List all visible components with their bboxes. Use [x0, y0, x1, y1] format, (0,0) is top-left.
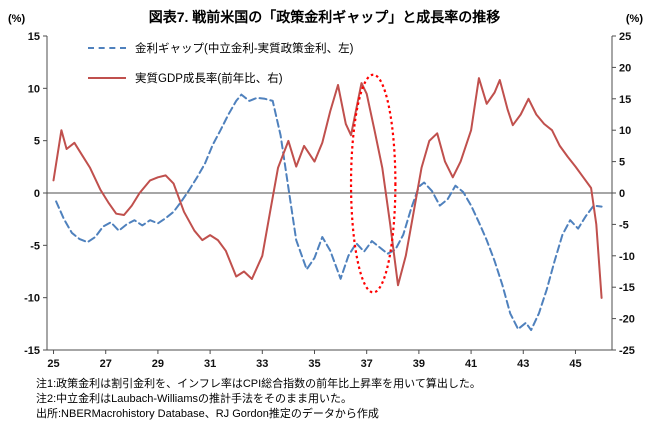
right-axis-tick-label: -20 — [619, 314, 635, 326]
left-axis-tick-label: 5 — [34, 136, 40, 148]
legend: 金利ギャップ(中立金利-実質政策金利、左) 実質GDP成長率(前年比、右) — [88, 40, 354, 100]
footnote-2: 注2:中立金利はLaubach-Williamsの推計手法をそのまま用いた。 — [36, 393, 352, 405]
x-axis-tick-label: 29 — [152, 358, 164, 370]
left-axis-tick-label: -10 — [24, 293, 40, 305]
x-axis-tick-label: 37 — [361, 358, 373, 370]
right-axis-tick-label: -5 — [619, 219, 629, 231]
x-axis-tick-label: 39 — [413, 358, 425, 370]
chart-title: 図表7. 戦前米国の「政策金利ギャップ」と成長率の推移 — [148, 9, 501, 25]
left-axis-tick-label: -5 — [30, 240, 40, 252]
source-note: 出所:NBERMacrohistory Database、RJ Gordon推定… — [36, 408, 379, 420]
right-axis-tick-label: 20 — [619, 62, 631, 74]
x-axis-tick-label: 25 — [47, 358, 59, 370]
legend-item-rate-gap: 金利ギャップ(中立金利-実質政策金利、左) — [88, 40, 354, 56]
right-axis-tick-label: -25 — [619, 345, 635, 357]
recession-highlight-ellipse — [349, 73, 397, 294]
footnotes: 注1:政策金利は割引金利を、インフレ率はCPI総合指数の前年比上昇率を用いて算出… — [0, 374, 649, 422]
solid-red-line-sample — [88, 77, 126, 79]
right-axis-tick-label: -10 — [619, 251, 635, 263]
legend-label-rate-gap: 金利ギャップ(中立金利-実質政策金利、左) — [135, 43, 354, 55]
right-axis-unit-label: (%) — [625, 13, 643, 25]
legend-item-gdp-growth: 実質GDP成長率(前年比、右) — [88, 70, 354, 86]
right-axis-tick-label: 5 — [619, 157, 625, 169]
right-axis-tick-label: 0 — [619, 188, 625, 200]
x-axis-tick-label: 41 — [465, 358, 477, 370]
legend-label-gdp-growth: 実質GDP成長率(前年比、右) — [135, 73, 283, 85]
x-axis-tick-label: 43 — [517, 358, 529, 370]
left-axis-tick-label: 10 — [28, 83, 40, 95]
x-axis-tick-label: 31 — [204, 358, 216, 370]
x-axis-tick-label: 45 — [569, 358, 581, 370]
left-axis-tick-label: 0 — [34, 188, 40, 200]
right-axis-tick-label: -15 — [619, 282, 635, 294]
right-axis-tick-label: 15 — [619, 94, 631, 106]
x-axis-tick-label: 35 — [308, 358, 320, 370]
right-axis-tick-label: 25 — [619, 31, 631, 43]
x-axis-tick-label: 27 — [100, 358, 112, 370]
left-axis-tick-label: 15 — [28, 31, 40, 43]
gdp-growth-line — [52, 77, 603, 299]
line-chart: 15 10 5 0 -5 -10 -15 25 20 15 10 5 0 -5 -10 -15 -20 -25 25… — [24, 31, 635, 370]
x-axis-tick-label: 33 — [256, 358, 268, 370]
dashed-blue-line-sample — [88, 47, 126, 49]
right-axis-tick-label: 10 — [619, 125, 631, 137]
left-axis-unit-label: (%) — [8, 13, 26, 25]
rate-gap-line — [55, 93, 603, 332]
left-axis-tick-label: -15 — [24, 345, 40, 357]
footnote-1: 注1:政策金利は割引金利を、インフレ率はCPI総合指数の前年比上昇率を用いて算出… — [36, 378, 481, 390]
